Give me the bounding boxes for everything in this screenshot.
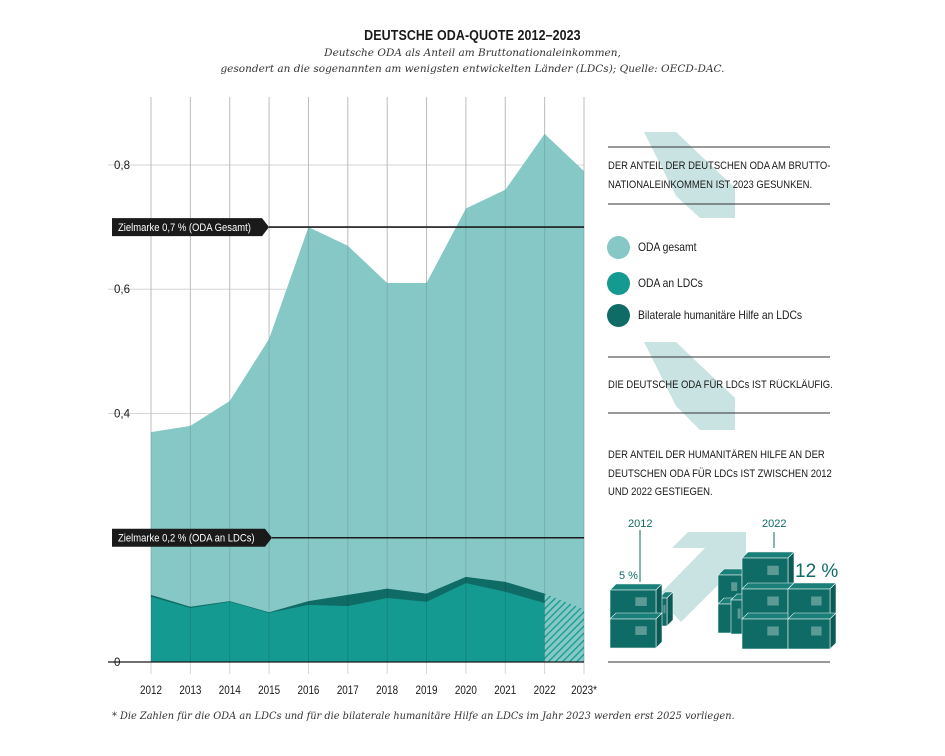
x-tick-label: 2016 <box>297 684 319 697</box>
legend-item-oda-ldcs: ODA an LDCs <box>607 271 713 295</box>
legend-item-oda-gesamt: ODA gesamt <box>607 235 706 259</box>
boxes-illustration <box>609 551 837 650</box>
box-year-2022: 2022 <box>762 518 786 530</box>
statement-line: DIE DEUTSCHE ODA FÜR LDCs IST RÜCKLÄUFIG… <box>608 379 833 391</box>
area-2023-estimate-hatched <box>544 593 584 662</box>
box-top <box>741 612 795 620</box>
statement-line: DER ANTEIL DER HUMANITÄREN HILFE AN DER <box>608 449 825 461</box>
box-top <box>609 612 663 620</box>
box-label-patch <box>767 596 779 606</box>
arrow-down-right-icon <box>644 342 735 430</box>
legend-label: Bilaterale humanitäre Hilfe an LDCs <box>638 308 803 322</box>
grid-overlay <box>150 97 585 662</box>
box-small-label-patch <box>737 608 741 619</box>
reference-label: Zielmarke 0,7 % (ODA Gesamt) <box>118 223 251 235</box>
x-tick-label: 2015 <box>258 684 280 697</box>
legend-item-humanitarian: Bilaterale humanitäre Hilfe an LDCs <box>607 303 829 327</box>
x-tick-label: 2012 <box>140 684 162 697</box>
box-small <box>730 599 744 635</box>
y-tick-label: 0 <box>114 657 120 669</box>
reference-label-tag <box>112 528 272 547</box>
statement-ldc-ruecklaeufig: DIE DEUTSCHE ODA FÜR LDCs IST RÜCKLÄUFIG… <box>608 376 833 395</box>
box-label-patch <box>811 596 822 606</box>
box-label-patch <box>767 565 779 576</box>
reference-label: Zielmarke 0,2 % (ODA an LDCs) <box>118 533 255 545</box>
legend-label: ODA an LDCs <box>638 276 703 290</box>
box-label-patch <box>811 626 822 636</box>
statement-line: DER ANTEIL DER DEUTSCHEN ODA AM BRUTTO- <box>608 160 831 172</box>
y-tick-label: 0,8 <box>114 160 130 172</box>
statement-line: NATIONALEINKOMMEN IST 2023 GESUNKEN. <box>608 178 813 191</box>
legend-label: ODA gesamt <box>638 240 697 254</box>
box-value-2022: 12 % <box>795 561 838 582</box>
box-top <box>609 583 663 591</box>
x-tick-label: 2019 <box>416 684 438 697</box>
box-small-label-patch <box>663 605 666 614</box>
box-top <box>741 551 795 559</box>
x-tick-label: 2013 <box>179 684 201 697</box>
chart-title: DEUTSCHE ODA-QUOTE 2012–2023 <box>364 28 581 44</box>
box-value-2012: 5 % <box>619 570 638 582</box>
x-tick-label: 2022 <box>534 684 556 697</box>
area-oda-ldcs <box>151 583 545 662</box>
areas <box>151 133 584 662</box>
box-label-patch <box>731 582 738 591</box>
box-label-patch <box>635 597 647 606</box>
x-tick-label: 2014 <box>219 684 241 697</box>
statement-line: DEUTSCHEN ODA FÜR LDCs IST ZWISCHEN 2012 <box>608 467 832 480</box>
legend-swatch <box>607 235 630 259</box>
statement-oda-gesunken: DER ANTEIL DER DEUTSCHEN ODA AM BRUTTO- … <box>608 157 830 194</box>
box-side <box>655 612 663 649</box>
legend-swatch <box>607 271 630 295</box>
legend-swatch <box>607 303 630 327</box>
box-side <box>829 612 837 650</box>
arrow-down-right-icon <box>644 132 735 218</box>
box-top <box>787 612 837 620</box>
area-oda-gesamt <box>151 133 584 662</box>
box <box>787 618 831 650</box>
box-year-2012: 2012 <box>628 518 652 530</box>
axes: 0 0,4 0,6 0,8 2012 2013 2014 2015 2016 2017 2018 20… <box>108 160 597 697</box>
chart-subtitle-line2: gesondert an die sogenannten am wenigste… <box>220 63 725 75</box>
x-tick-label: 2018 <box>376 684 398 697</box>
x-tick-label: 2020 <box>455 684 477 697</box>
box-top <box>741 582 795 590</box>
box <box>741 618 789 650</box>
statement-line: UND 2022 GESTIEGEN. <box>608 486 713 498</box>
x-tick-label: 2023* <box>571 684 597 697</box>
y-tick-label: 0,6 <box>114 284 130 296</box>
y-tick-label: 0,4 <box>114 408 131 420</box>
arrow-up-right-icon <box>657 532 746 622</box>
x-tick-label: 2017 <box>337 684 359 697</box>
reference-label-tag <box>112 218 269 237</box>
statement-humanitaer-gestiegen: DER ANTEIL DER HUMANITÄREN HILFE AN DER … <box>608 446 832 502</box>
x-tick-label: 2021 <box>494 684 516 697</box>
box-small-side <box>666 591 674 627</box>
box <box>609 618 657 649</box>
reference-lines: Zielmarke 0,7 % (ODA Gesamt) Zielmarke 0,… <box>112 218 584 547</box>
footnote: * Die Zahlen für die ODA an LDCs und für… <box>112 711 735 722</box>
box-label-patch <box>767 626 779 636</box>
box-top <box>787 582 837 590</box>
chart-subtitle-line1: Deutsche ODA als Anteil am Bruttonationa… <box>324 47 621 59</box>
box-label-patch <box>635 626 647 635</box>
